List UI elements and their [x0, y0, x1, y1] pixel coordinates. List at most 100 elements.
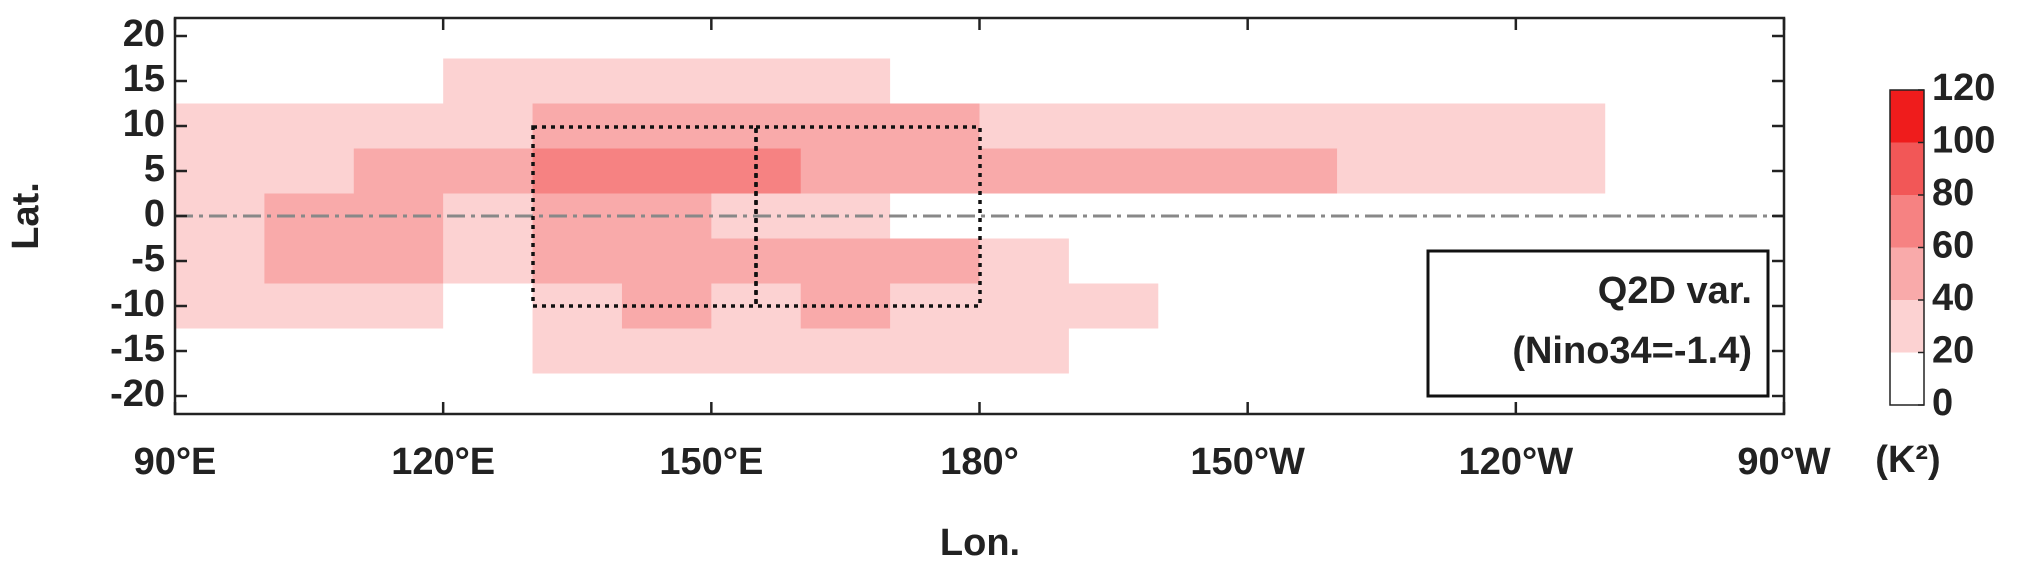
y-tick-label: 15: [123, 58, 165, 100]
cell: [800, 148, 891, 194]
cell: [1247, 283, 1338, 329]
cell: [800, 18, 891, 59]
cell: [1247, 103, 1338, 149]
annotation-box: [1426, 249, 1770, 398]
cell: [264, 103, 355, 149]
cell: [532, 18, 623, 59]
region-box: [531, 125, 758, 308]
colorbar-tick-label: 120: [1932, 67, 1995, 109]
cell: [979, 283, 1070, 329]
cell: [1068, 238, 1159, 284]
colorbar-swatch: [1890, 300, 1924, 353]
cell: [621, 18, 712, 59]
cell: [1247, 328, 1338, 374]
y-tick-label: -15: [110, 328, 165, 370]
cell: [1158, 373, 1249, 415]
cell: [1605, 18, 1696, 59]
cell: [979, 148, 1070, 194]
cell: [175, 238, 265, 284]
x-tick-label: 90°W: [1737, 441, 1830, 483]
y-tick-label: 0: [144, 193, 165, 235]
cell: [1337, 58, 1427, 104]
colorbar-tick-label: 100: [1932, 120, 1995, 162]
cell: [443, 18, 534, 59]
cell: [175, 18, 265, 59]
cell: [890, 238, 980, 284]
cell: [621, 328, 712, 374]
cell: [800, 103, 891, 149]
cell: [353, 18, 444, 59]
cell: [1605, 58, 1696, 104]
field: [175, 18, 1785, 415]
cell: [890, 148, 980, 194]
cell: [979, 328, 1070, 374]
cell: [1337, 148, 1427, 194]
colorbar-swatch: [1890, 195, 1924, 248]
cell: [1515, 103, 1606, 149]
cell: [264, 328, 355, 374]
cell: [621, 148, 712, 194]
cell: [1337, 283, 1427, 329]
y-axis-label: Lat.: [5, 182, 47, 250]
cell: [1247, 58, 1338, 104]
annotation: (Nino34=-1.4): [1512, 330, 1752, 372]
cell: [621, 373, 712, 415]
cell: [1158, 148, 1249, 194]
cell: [1694, 18, 1785, 59]
annotation: Q2D var.: [1598, 270, 1752, 312]
colorbar-swatch: [1890, 90, 1924, 143]
cell: [1068, 193, 1159, 239]
cell: [621, 238, 712, 284]
cell: [711, 328, 802, 374]
cell: [1158, 18, 1249, 59]
cell: [1158, 103, 1249, 149]
cell: [175, 58, 265, 104]
cell: [1158, 328, 1249, 374]
y-tick-label: -20: [110, 373, 165, 415]
cell: [175, 283, 265, 329]
colorbar-swatch: [1890, 142, 1924, 195]
cell: [1694, 58, 1785, 104]
cell: [175, 328, 265, 374]
cell: [1426, 18, 1517, 59]
cell: [532, 238, 623, 284]
x-axis-label: Lon.: [940, 522, 1020, 564]
cell: [800, 58, 891, 104]
cell: [800, 328, 891, 374]
colorbar-swatch: [1890, 352, 1924, 405]
cell: [443, 103, 534, 149]
cell: [1247, 373, 1338, 415]
cell: [175, 103, 265, 149]
cell: [353, 283, 444, 329]
cell: [711, 58, 802, 104]
cell: [443, 148, 534, 194]
y-tick-label: -5: [131, 238, 165, 280]
cell: [890, 58, 980, 104]
cell: [264, 148, 355, 194]
cell: [1337, 103, 1427, 149]
cell: [1068, 283, 1159, 329]
cell: [443, 283, 534, 329]
cell: [800, 373, 891, 415]
cell: [711, 18, 802, 59]
cell: [1515, 58, 1606, 104]
cell: [1158, 58, 1249, 104]
cell: [532, 148, 623, 194]
colorbar-swatch: [1890, 247, 1924, 300]
cell: [1158, 283, 1249, 329]
cell: [1515, 148, 1606, 194]
cell: [1068, 18, 1159, 59]
cell: [353, 58, 444, 104]
cell: [353, 373, 444, 415]
cell: [443, 58, 534, 104]
cell: [1694, 148, 1785, 194]
y-tick-label: 5: [144, 148, 165, 190]
x-tick-label: 180°: [940, 441, 1019, 483]
cell: [353, 148, 444, 194]
cell: [1068, 328, 1159, 374]
cell: [890, 18, 980, 59]
cell: [979, 238, 1070, 284]
x-tick-label: 120°W: [1459, 441, 1574, 483]
